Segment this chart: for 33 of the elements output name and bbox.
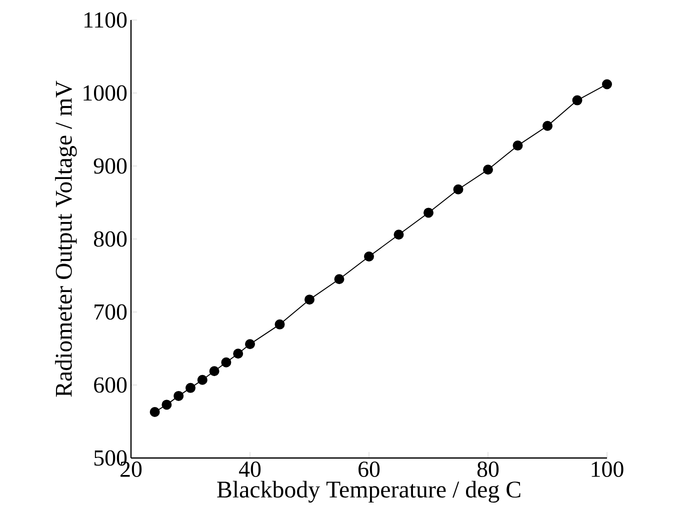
point bbox=[209, 366, 220, 376]
point bbox=[394, 230, 404, 240]
x-tick-label: 100 bbox=[592, 462, 624, 477]
point bbox=[512, 140, 523, 151]
y-tick-label: 900 bbox=[94, 158, 127, 174]
y-tick-label: 700 bbox=[94, 304, 127, 320]
y-tick-label: 1100 bbox=[84, 12, 127, 28]
y-axis-title: Radiometer Output Voltage / mV bbox=[55, 80, 77, 397]
point bbox=[542, 120, 553, 131]
point bbox=[572, 95, 582, 106]
point bbox=[186, 382, 196, 393]
point bbox=[150, 407, 160, 418]
point bbox=[602, 79, 612, 90]
point bbox=[453, 184, 464, 194]
point bbox=[364, 252, 374, 262]
point bbox=[334, 274, 344, 284]
x-axis-title: Blackbody Temperature / deg C bbox=[217, 480, 520, 503]
point bbox=[274, 319, 285, 330]
y-tick-label: 800 bbox=[94, 231, 127, 247]
point bbox=[221, 357, 232, 368]
x-tick-label: 60 bbox=[358, 462, 380, 477]
point bbox=[233, 348, 244, 359]
x-tick-label: 40 bbox=[238, 462, 261, 477]
x-tick-label: 80 bbox=[477, 462, 499, 477]
point bbox=[162, 400, 172, 410]
y-tick-label: 1000 bbox=[84, 85, 127, 101]
point bbox=[483, 164, 494, 175]
point bbox=[245, 339, 255, 350]
y-tick-label: 600 bbox=[94, 377, 127, 393]
point bbox=[197, 374, 208, 385]
point bbox=[174, 390, 184, 401]
point bbox=[304, 294, 314, 305]
point bbox=[424, 208, 434, 218]
